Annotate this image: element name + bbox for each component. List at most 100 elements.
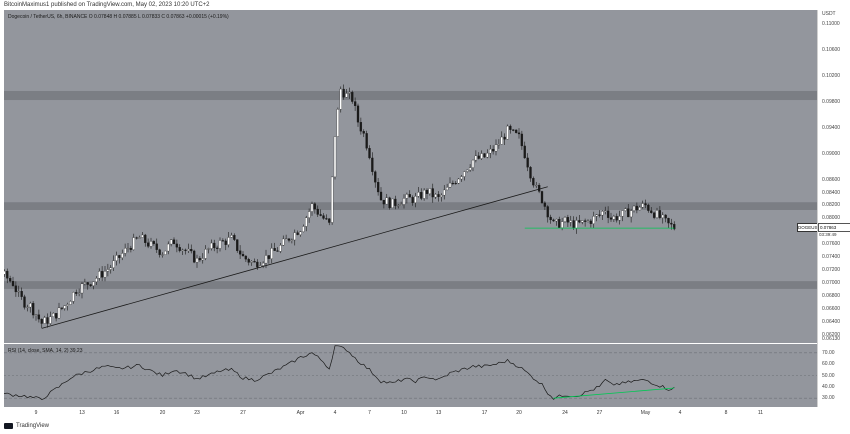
candle [224,240,227,245]
candle [181,249,184,251]
price-panel[interactable]: Dogecoin / TetherUS, 6h, BINANCE O 0.078… [4,10,817,343]
trendline[interactable] [41,186,548,329]
rsi-line [4,345,675,400]
time-tick-label: 8 [724,410,728,416]
candle [638,207,641,211]
candle [227,237,230,245]
candle [595,214,598,217]
candle [503,136,506,140]
candle [520,133,524,147]
candle [296,232,299,235]
candle [253,261,256,263]
candle [356,105,360,123]
last-price-tag: 0.07863 [818,223,850,233]
candle [290,239,294,241]
candle [529,167,532,179]
time-tick-label: 7 [368,410,371,416]
candle [443,189,446,196]
candle [655,210,659,218]
candle [578,220,581,223]
candle [49,316,52,324]
price-scale[interactable]: USDT 0.11000 0.10600 0.10200 0.09800 0.09400… [817,10,850,407]
candle-countdown: 03:39:49 [819,232,837,238]
candle [606,210,610,218]
candle [463,171,466,177]
time-axis[interactable]: 9 13 16 20 23 27 Apr 4 7 10 13 17 20 24 27 May 4 8 11 [4,408,817,420]
rsi-tick-label: 30.00 [822,395,835,402]
candle [17,291,20,293]
candle [322,215,325,219]
candle [138,237,141,239]
candle [77,292,81,294]
candle [486,152,489,158]
time-tick-label: 20 [516,410,522,416]
candle [345,93,348,98]
candle [215,247,219,249]
candle [546,206,549,218]
price-tick-label: 0.06130 [822,336,841,343]
candle [621,210,624,217]
candle [385,197,388,205]
candle [112,260,115,268]
candle [100,271,104,278]
candle [80,283,84,294]
candle [397,205,400,207]
candle [141,234,144,238]
candle [287,238,291,241]
candle [451,182,455,185]
candle [500,136,503,145]
time-tick-label: May [640,410,651,416]
candle [661,214,664,218]
price-tick-label: 0.10600 [822,47,841,54]
candle [558,219,561,228]
candle [592,216,595,224]
candle [276,250,279,252]
candle [376,182,380,193]
candle [445,187,449,191]
candle [129,247,133,250]
candle [115,255,118,261]
candle [201,258,204,261]
candle [457,178,460,184]
candle [379,191,383,201]
candle [517,132,521,135]
time-tick-label: 17 [481,410,488,416]
time-tick-label: 13 [435,410,442,416]
price-tick-label: 0.06200 [822,331,841,338]
price-tick-label: 0.08400 [822,189,841,196]
candle [250,261,253,263]
time-tick-label: Apr [296,410,305,416]
candle [437,194,440,198]
candle [279,245,282,252]
price-tick-label: 0.11000 [822,21,840,28]
candle [26,306,29,308]
candle [4,270,6,275]
candle [184,249,187,251]
price-tick-label: 0.10200 [822,73,841,80]
candle [195,257,199,263]
candle [221,240,225,242]
candle [563,217,567,222]
candle [54,313,58,319]
candle [161,254,164,256]
candle [466,169,469,172]
rsi-tick-label: 50.00 [822,372,835,379]
symbol-label: DOGEUSDT [797,223,817,233]
candle [532,178,535,186]
candle [89,284,92,286]
candle [267,255,271,259]
candle [8,278,12,282]
candle [118,255,121,258]
candle [175,243,179,248]
candle [207,248,210,250]
candle [583,220,587,222]
time-tick-label: 20 [159,410,166,416]
candle [75,292,78,294]
candle [351,92,354,102]
rsi-panel[interactable]: RSI (14, close, SMA, 14, 2) 39.23 [4,344,817,407]
candle [362,131,365,134]
candle [650,210,653,213]
candle [448,182,452,188]
rsi-divergence-line[interactable] [553,387,675,399]
price-tick-label: 0.06800 [822,293,841,300]
